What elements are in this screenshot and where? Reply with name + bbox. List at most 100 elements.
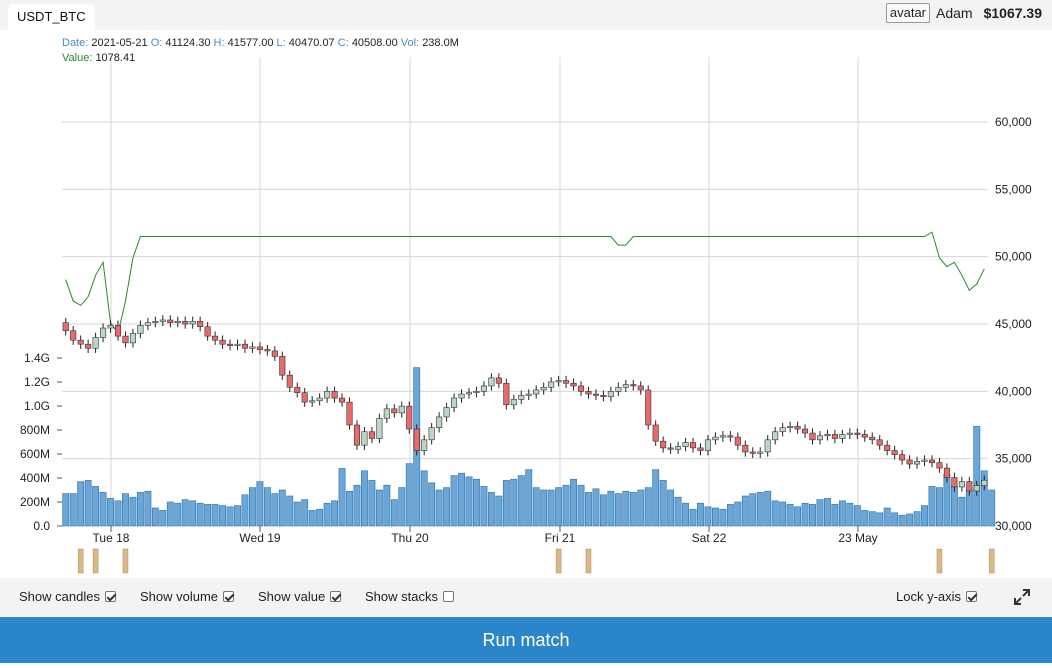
candle-body xyxy=(660,440,667,449)
tab-usdt-btc[interactable]: USDT_BTC xyxy=(8,4,95,30)
candle-body xyxy=(525,393,532,396)
volume-bar xyxy=(390,499,398,527)
volume-bar xyxy=(689,508,697,527)
volume-bar xyxy=(293,501,301,527)
volume-bar xyxy=(607,490,615,527)
volume-bar xyxy=(734,501,742,527)
candle-body xyxy=(241,343,248,349)
volume-bar xyxy=(495,495,503,527)
candle-body xyxy=(734,436,741,446)
show-stacks-label: Show stacks xyxy=(365,589,438,604)
candle-body xyxy=(451,397,458,408)
top-bar: USDT_BTC avatar Adam $1067.39 xyxy=(0,0,1052,30)
show-value-toggle[interactable]: Show value xyxy=(258,589,342,604)
price-tick-label: 35,000 xyxy=(995,452,1032,466)
volume-bar xyxy=(144,490,152,527)
volume-bar xyxy=(913,511,921,527)
volume-bar xyxy=(697,502,704,527)
volume-bar xyxy=(271,493,279,527)
time-tick-label: Sat 22 xyxy=(692,531,727,545)
candle-body xyxy=(324,391,331,399)
candle-body xyxy=(488,377,495,387)
volume-bar xyxy=(219,505,226,527)
trade-marker xyxy=(92,548,99,574)
candle-body xyxy=(256,346,263,350)
candle-body xyxy=(197,321,204,327)
volume-bar xyxy=(241,494,249,527)
candle-body xyxy=(652,424,659,442)
price-chart[interactable]: 30,000 35,000 40,000 45,000 50,000 55,000 60,0… xyxy=(0,30,1052,576)
volume-bar xyxy=(502,480,510,527)
candle-body xyxy=(129,333,136,344)
volume-bar xyxy=(525,469,533,527)
trade-marker xyxy=(585,548,592,574)
volume-bar xyxy=(166,501,174,527)
candle-body xyxy=(286,374,293,388)
candle-body xyxy=(854,432,861,435)
lock-y-axis-checkbox[interactable] xyxy=(966,591,978,602)
time-tick-label: Fri 21 xyxy=(545,531,576,545)
show-volume-checkbox[interactable] xyxy=(223,591,235,602)
value-info: Value: 1078.41 xyxy=(62,52,135,64)
volume-bar xyxy=(428,482,436,527)
volume-bar xyxy=(353,484,361,527)
volume-bar xyxy=(928,486,936,527)
run-match-button[interactable]: Run match xyxy=(0,617,1052,663)
candle-body xyxy=(383,408,390,419)
volume-bar xyxy=(741,495,749,527)
show-candles-checkbox[interactable] xyxy=(104,591,116,602)
close-value: 40508.00 xyxy=(351,37,398,49)
show-stacks-toggle[interactable]: Show stacks xyxy=(365,589,454,604)
volume-bar xyxy=(487,492,495,527)
volume-bar xyxy=(786,504,794,527)
candle-body xyxy=(689,442,697,449)
high-value: 41577.00 xyxy=(227,37,274,49)
trade-marker xyxy=(77,548,84,574)
volume-bar xyxy=(92,486,100,527)
candle-body xyxy=(742,444,749,453)
show-stacks-checkbox[interactable] xyxy=(442,591,454,602)
fullscreen-icon[interactable] xyxy=(1014,589,1030,605)
candle-body xyxy=(495,377,502,384)
volume-bar xyxy=(868,511,876,527)
candle-body xyxy=(600,395,607,398)
show-volume-toggle[interactable]: Show volume xyxy=(140,589,235,604)
volume-bar xyxy=(480,486,488,527)
volume-bar xyxy=(99,492,107,527)
volume-bar xyxy=(614,493,622,527)
volume-bar xyxy=(346,490,353,527)
avatar[interactable]: avatar xyxy=(885,3,931,23)
show-candles-toggle[interactable]: Show candles xyxy=(19,589,116,604)
volume-bar xyxy=(599,494,607,527)
vol-value: 238.0M xyxy=(422,37,459,49)
volume-bar xyxy=(226,506,234,527)
volume-bar xyxy=(331,500,339,527)
volume-bar xyxy=(585,492,592,527)
candle-body xyxy=(226,343,234,346)
trade-marker xyxy=(988,548,995,574)
volume-bar xyxy=(532,487,540,527)
candle-body xyxy=(473,391,480,393)
volume-bar xyxy=(816,499,824,527)
volume-bar xyxy=(764,490,772,527)
volume-tick-label: 600M xyxy=(20,447,50,461)
candle-body xyxy=(465,392,473,395)
volume-bar xyxy=(368,480,376,527)
volume-bar xyxy=(973,426,981,527)
volume-bar xyxy=(831,504,839,527)
candle-body xyxy=(802,428,809,434)
volume-bar xyxy=(853,505,861,527)
volume-bar xyxy=(898,514,906,527)
chart-area[interactable]: 30,000 35,000 40,000 45,000 50,000 55,000 60,0… xyxy=(0,30,1052,576)
volume-bar xyxy=(883,507,891,527)
lock-y-axis-toggle[interactable]: Lock y-axis xyxy=(896,589,978,604)
candle-body xyxy=(615,386,622,392)
volume-tick-label: 1.4G xyxy=(24,351,50,365)
candle-body xyxy=(376,417,383,439)
volume-bar xyxy=(809,504,816,527)
candle-body xyxy=(159,319,166,322)
volume-bar xyxy=(62,493,70,527)
show-value-label: Show value xyxy=(258,589,326,604)
show-value-checkbox[interactable] xyxy=(330,591,342,602)
candle-body xyxy=(174,321,181,323)
